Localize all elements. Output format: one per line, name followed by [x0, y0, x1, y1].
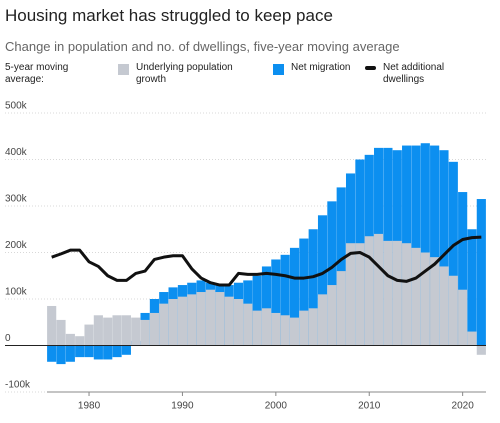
legend-swatch: [365, 66, 376, 70]
bar: [112, 315, 122, 346]
bar: [439, 150, 449, 346]
bar: [411, 247, 421, 346]
x-tick-label: 1990: [171, 401, 194, 412]
bar: [233, 299, 244, 346]
bar: [383, 240, 393, 346]
bar: [420, 252, 430, 346]
legend-swatch: [273, 64, 284, 75]
bar: [159, 303, 169, 346]
bar: [420, 143, 430, 346]
bar: [289, 247, 300, 346]
bar: [402, 243, 412, 346]
bar: [196, 292, 206, 346]
bar: [430, 257, 440, 346]
legend-label: Underlying population growth: [136, 62, 233, 85]
y-tick-label: 200k: [5, 240, 28, 251]
bar: [299, 238, 309, 346]
bar: [65, 333, 75, 346]
bar: [308, 308, 318, 346]
bar: [448, 275, 458, 346]
y-tick-label: 0: [5, 333, 11, 344]
x-tick-label: 2010: [358, 401, 381, 412]
line: [51, 235, 482, 287]
y-tick-label: 400k: [5, 147, 28, 158]
bar: [467, 331, 477, 346]
bar: [448, 161, 458, 346]
bar: [84, 345, 94, 358]
bar: [187, 294, 197, 346]
bar: [364, 236, 374, 346]
bar: [261, 266, 272, 346]
bar: [345, 243, 356, 346]
bar: [140, 319, 150, 346]
bar: [224, 296, 234, 346]
legend-label: Net additional dwellings: [383, 62, 445, 85]
bar: [271, 259, 281, 346]
bar: [280, 315, 290, 346]
bar: [252, 310, 262, 346]
y-tick-label: 300k: [5, 194, 28, 205]
bar: [121, 345, 131, 355]
bar: [317, 294, 328, 346]
bar: [476, 345, 486, 355]
bar: [336, 271, 346, 346]
bar: [327, 285, 337, 346]
bar: [476, 199, 486, 346]
bar: [56, 345, 66, 365]
bar: [289, 317, 300, 346]
bar: [93, 345, 103, 360]
bar: [243, 303, 253, 346]
chart-title: Housing market has struggled to keep pac…: [5, 6, 333, 25]
bar: [177, 296, 188, 346]
x-tick-label: 1980: [78, 401, 101, 412]
bar: [317, 215, 328, 346]
bar: [308, 229, 318, 346]
bar: [84, 324, 94, 346]
bar: [56, 319, 66, 346]
bar: [112, 345, 122, 358]
bar: [75, 345, 85, 358]
y-tick-label: -100k: [5, 380, 31, 391]
bar: [458, 192, 468, 346]
bar: [261, 308, 272, 346]
bar: [280, 254, 290, 346]
y-tick-label: 500k: [5, 101, 28, 112]
bar: [103, 317, 113, 346]
x-tick-label: 2000: [265, 401, 288, 412]
bar: [75, 336, 85, 346]
bar: [336, 187, 346, 346]
bar: [65, 345, 75, 362]
bar: [215, 292, 225, 346]
bar: [121, 315, 131, 346]
bar: [168, 299, 178, 346]
bar: [299, 310, 309, 346]
bar: [47, 345, 57, 362]
bar: [355, 243, 365, 346]
legend-swatch: [118, 64, 129, 75]
bar: [103, 345, 113, 360]
bar: [458, 289, 468, 346]
y-tick-label: 100k: [5, 287, 28, 298]
legend-label: Net migration: [291, 62, 351, 73]
bar: [392, 240, 402, 346]
bar: [467, 229, 477, 346]
legend-title: 5-year moving average:: [5, 62, 69, 85]
chart-subtitle: Change in population and no. of dwelling…: [5, 39, 400, 54]
bar: [411, 145, 421, 346]
bar: [271, 312, 281, 346]
bar: [430, 145, 440, 346]
bar: [374, 233, 384, 346]
bar: [327, 201, 337, 346]
bar: [93, 315, 103, 346]
bar: [47, 305, 57, 346]
bar: [131, 317, 141, 346]
bar: [205, 289, 216, 346]
bar: [439, 266, 449, 346]
bar: [149, 312, 159, 346]
x-tick-label: 2020: [452, 401, 475, 412]
